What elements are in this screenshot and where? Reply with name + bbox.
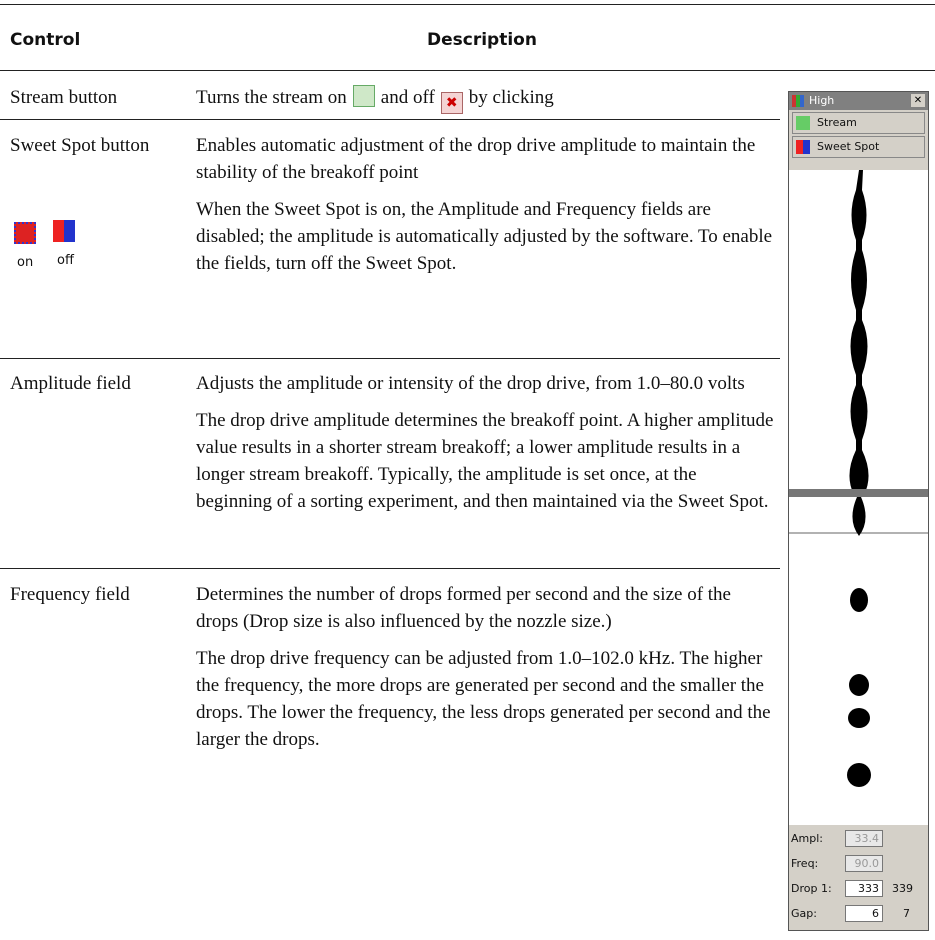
- field-value[interactable]: 90.0: [845, 855, 883, 872]
- control-name: Frequency field: [10, 584, 130, 605]
- field: Gap: 6 7: [791, 903, 927, 925]
- description: Turns the stream on and off ✖ by clicking: [196, 84, 776, 114]
- sweet-spot-button[interactable]: Sweet Spot: [792, 136, 925, 158]
- paragraph: Enables automatic adjustment of the drop…: [196, 135, 756, 183]
- top-rule: [0, 4, 935, 5]
- button-icon: [796, 116, 810, 130]
- row-rule: [0, 119, 780, 120]
- sweet-spot-off-icon: [53, 220, 75, 242]
- paragraph: The drop drive amplitude determines the …: [196, 410, 774, 512]
- paragraph: The drop drive frequency can be adjusted…: [196, 648, 771, 750]
- control-name: Amplitude field: [10, 373, 131, 394]
- field-label: Drop 1:: [791, 882, 832, 895]
- field-extra: 339: [892, 882, 913, 895]
- header-rule: [0, 70, 935, 71]
- description: Adjusts the amplitude or intensity of th…: [196, 370, 776, 523]
- title-bar: High ✕: [789, 92, 928, 110]
- control-name: Stream button: [10, 87, 118, 108]
- field-label: Ampl:: [791, 832, 823, 845]
- fields-area: Ampl: 33.4 Freq: 90.0 Drop 1: 333 339 Gap: 6 7: [789, 825, 928, 930]
- field-value[interactable]: 6: [845, 905, 883, 922]
- paragraph: Determines the number of drops formed pe…: [196, 584, 731, 632]
- button-icon: [796, 140, 810, 154]
- paragraph: When the Sweet Spot is on, the Amplitude…: [196, 199, 773, 274]
- field: Freq: 90.0: [791, 853, 927, 875]
- window-title: High: [809, 94, 835, 107]
- field-label: Gap:: [791, 907, 817, 920]
- stream-button[interactable]: Stream: [792, 112, 925, 134]
- stream-on-icon: [352, 85, 375, 107]
- app-icon: [792, 95, 804, 107]
- stream-off-icon: ✖: [440, 92, 463, 114]
- control-name: Sweet Spot button: [10, 135, 150, 156]
- sweet-spot-on-icon: [14, 222, 36, 244]
- description: Determines the number of drops formed pe…: [196, 581, 776, 761]
- text: by clicking: [468, 87, 554, 108]
- description: Enables automatic adjustment of the drop…: [196, 132, 776, 285]
- paragraph: Adjusts the amplitude or intensity of th…: [196, 373, 745, 394]
- field-label: Freq:: [791, 857, 819, 870]
- text: and off: [380, 87, 435, 108]
- button-label: Stream: [817, 116, 857, 129]
- icon-label: off: [57, 253, 74, 268]
- field-value[interactable]: 333: [845, 880, 883, 897]
- row-rule: [0, 358, 780, 359]
- stream-image: [789, 170, 928, 825]
- stream-window: High ✕ Stream Sweet Spot Ampl: 33.4 Freq:…: [788, 91, 929, 931]
- text: Turns the stream on: [196, 87, 347, 108]
- field: Ampl: 33.4: [791, 828, 927, 850]
- field-extra: 7: [903, 907, 910, 920]
- icon-label: on: [17, 255, 34, 270]
- header-description: Description: [427, 30, 537, 50]
- field-value[interactable]: 33.4: [845, 830, 883, 847]
- header-control: Control: [10, 30, 81, 50]
- field: Drop 1: 333 339: [791, 878, 927, 900]
- button-label: Sweet Spot: [817, 140, 880, 153]
- close-button[interactable]: ✕: [911, 94, 925, 107]
- row-rule: [0, 568, 780, 569]
